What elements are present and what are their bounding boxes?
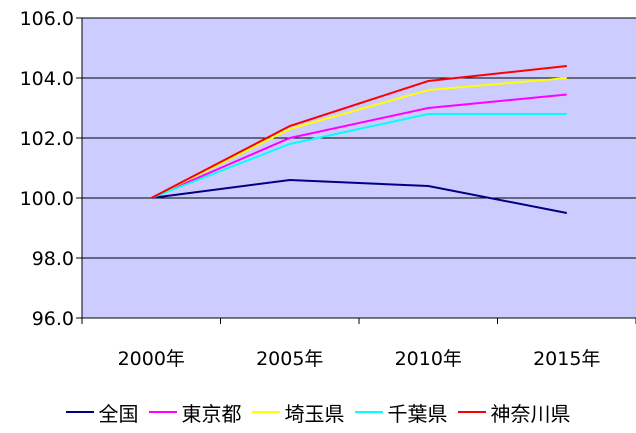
y-tick-label: 96.0 — [32, 308, 74, 330]
legend-item: 神奈川県 — [457, 398, 571, 427]
legend-swatch — [251, 411, 280, 413]
legend-item: 千葉県 — [354, 398, 448, 427]
x-tick-label: 2005年 — [256, 348, 323, 370]
y-tick-label: 98.0 — [32, 248, 74, 270]
series-line — [151, 178, 567, 214]
legend-swatch — [457, 411, 486, 413]
x-tick-label: 2000年 — [118, 348, 185, 370]
legend-label: 埼玉県 — [284, 401, 345, 426]
x-tick-label: 2010年 — [395, 348, 462, 370]
legend-label: 全国 — [98, 401, 139, 426]
series-line — [150, 77, 567, 199]
y-axis: 96.0 98.0 100.0 102.0 104.0 106.0 — [20, 8, 83, 330]
legend-label: 神奈川県 — [490, 401, 571, 426]
series-line — [150, 93, 567, 199]
y-tick-label: 104.0 — [20, 68, 74, 90]
y-tick-label: 100.0 — [20, 188, 74, 210]
x-axis: 2000年 2005年 2010年 2015年 — [81, 317, 636, 370]
series-lines — [150, 65, 567, 214]
legend: 全国 東京都 埼玉県 千葉県 神奈川県 — [0, 392, 636, 432]
legend-item: 全国 — [65, 398, 139, 427]
legend-item: 東京都 — [148, 398, 242, 427]
legend-swatch — [148, 411, 177, 413]
series-line — [150, 65, 567, 199]
series-line — [150, 113, 567, 199]
legend-item: 埼玉県 — [251, 398, 345, 427]
plot-area — [82, 18, 636, 318]
x-tick-label: 2015年 — [533, 348, 600, 370]
y-tick-label: 106.0 — [20, 8, 74, 30]
legend-swatch — [354, 411, 383, 413]
y-tick-label: 102.0 — [20, 128, 74, 150]
legend-label: 東京都 — [181, 401, 242, 426]
legend-label: 千葉県 — [387, 401, 448, 426]
legend-swatch — [65, 411, 94, 413]
